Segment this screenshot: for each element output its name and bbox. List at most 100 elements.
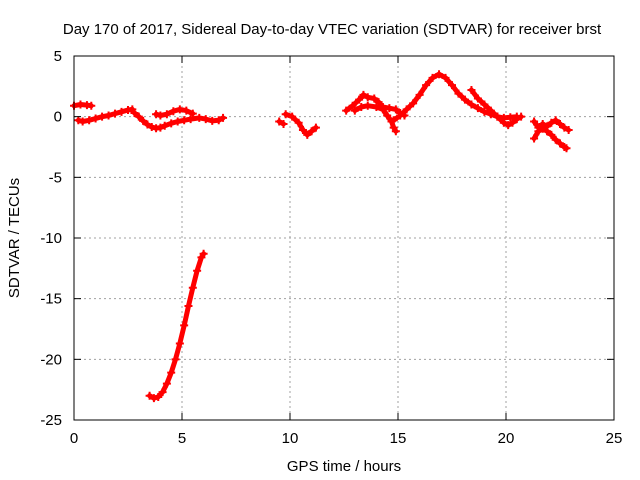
data-point (156, 123, 165, 132)
data-point (162, 110, 171, 119)
data-point (547, 118, 556, 127)
data-point (486, 106, 495, 115)
data-point (288, 112, 297, 121)
data-point (448, 81, 456, 90)
data-point (303, 130, 312, 139)
data-point (551, 135, 560, 144)
series-trace (147, 251, 207, 401)
y-axis-ticks: 5 0 -5 -10 -15 -20 -25 (40, 48, 614, 429)
data-point (396, 111, 405, 120)
data-point (383, 111, 392, 120)
data-point (391, 127, 400, 136)
data-point (560, 123, 569, 132)
data-point (275, 117, 284, 126)
data-point (378, 105, 387, 114)
data-point (98, 112, 107, 121)
data-point (543, 122, 552, 131)
x-tick-label: 25 (606, 430, 623, 447)
data-point (517, 112, 526, 121)
data-point (87, 101, 96, 110)
data-point (385, 104, 394, 113)
data-point (538, 119, 547, 128)
data-point (193, 266, 202, 275)
data-point (139, 116, 148, 125)
data-point (402, 105, 411, 114)
data-point (551, 116, 560, 125)
x-axis-label: GPS time / hours (287, 458, 401, 475)
data-point (564, 126, 573, 135)
data-point (175, 105, 184, 114)
data-point (91, 114, 100, 123)
data-point (156, 111, 165, 120)
data-point (363, 101, 372, 110)
data-point (85, 116, 94, 125)
data-point (294, 118, 303, 127)
data-point (480, 107, 489, 116)
data-point (473, 94, 482, 103)
data-point (374, 98, 383, 107)
data-point (556, 119, 564, 128)
data-point (348, 101, 357, 110)
data-point (359, 90, 368, 99)
data-point (167, 368, 176, 377)
data-point (534, 123, 543, 132)
data-point (199, 249, 208, 258)
data-point (357, 102, 366, 111)
data-point (530, 117, 539, 126)
data-point (175, 339, 184, 348)
data-point (180, 321, 189, 330)
data-point (134, 112, 143, 121)
data-point (214, 116, 223, 125)
y-tick-label: -5 (49, 169, 62, 186)
data-point (188, 283, 197, 292)
data-point (147, 122, 156, 131)
data-point (162, 379, 171, 388)
data-point (460, 95, 469, 104)
data-point (307, 127, 316, 136)
data-point (117, 107, 126, 116)
y-tick-label: -10 (40, 230, 62, 247)
data-point (169, 107, 178, 116)
data-point (74, 116, 83, 125)
data-point (350, 106, 359, 115)
series-trace (468, 87, 524, 128)
data-point (186, 115, 195, 124)
data-point (389, 116, 398, 125)
data-point (279, 119, 288, 128)
data-point (149, 394, 158, 403)
data-point (201, 115, 210, 124)
data-point (130, 109, 139, 118)
data-point (219, 113, 228, 122)
data-point (158, 388, 167, 397)
data-point (415, 90, 424, 99)
y-tick-label: -20 (40, 351, 62, 368)
data-point (311, 123, 320, 132)
data-point (547, 130, 556, 139)
x-tick-label: 5 (178, 430, 186, 447)
data-point (145, 391, 154, 400)
data-point (167, 119, 176, 128)
data-point (441, 73, 450, 82)
data-point (173, 117, 182, 126)
data-point (355, 95, 364, 104)
data-point (180, 116, 189, 125)
data-point (454, 89, 463, 98)
data-point (493, 112, 502, 121)
data-point (188, 109, 197, 118)
data-point (530, 134, 539, 143)
data-point (281, 110, 290, 119)
data-point (171, 355, 180, 364)
data-point (342, 106, 351, 115)
data-point (512, 115, 521, 124)
data-point (435, 70, 444, 79)
data-point (160, 121, 169, 130)
data-point (422, 81, 431, 90)
x-tick-label: 0 (70, 430, 78, 447)
data-point (372, 102, 381, 111)
data-point (195, 113, 204, 122)
data-point (467, 85, 476, 94)
data-point (508, 118, 517, 127)
data-point (556, 139, 564, 148)
data-point (504, 121, 513, 130)
